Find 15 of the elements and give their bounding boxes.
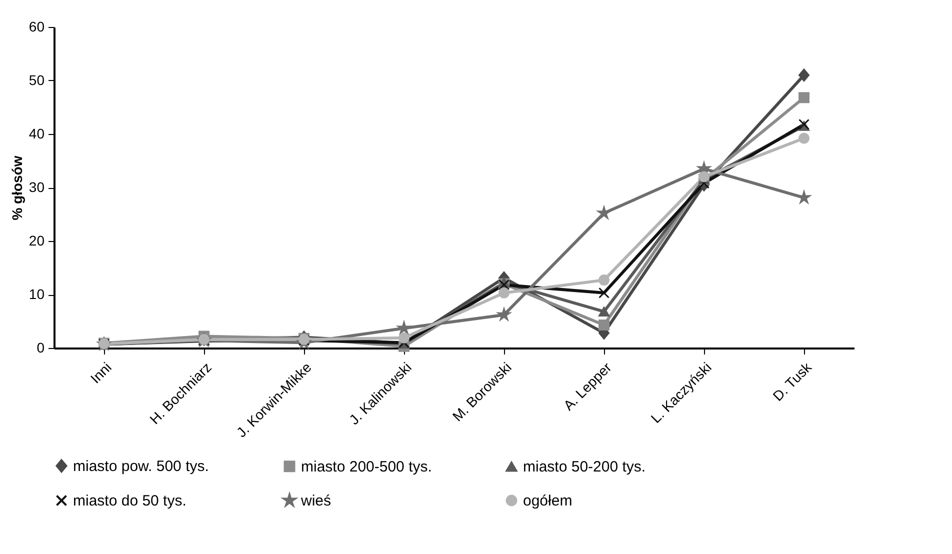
y-tick-label: 20 bbox=[28, 232, 45, 248]
legend-label: miasto 200-500 tys. bbox=[301, 458, 432, 476]
y-tick-label: 50 bbox=[28, 72, 45, 88]
legend-label: ogółem bbox=[523, 492, 572, 510]
y-tick-label: 10 bbox=[28, 286, 45, 302]
legend-label: miasto pow. 500 tys. bbox=[73, 458, 209, 475]
y-tick-label: 60 bbox=[28, 18, 45, 34]
legend-label: miasto do 50 tys. bbox=[73, 492, 186, 510]
legend-label: wieś bbox=[300, 492, 332, 510]
y-tick-label: 0 bbox=[36, 340, 45, 356]
x-tick-label: Inni bbox=[87, 359, 114, 386]
y-tick-label: 40 bbox=[28, 126, 45, 142]
y-axis-title: % głosów bbox=[8, 156, 25, 220]
y-tick-label: 30 bbox=[28, 179, 45, 195]
legend-label: miasto 50-200 tys. bbox=[523, 458, 646, 476]
